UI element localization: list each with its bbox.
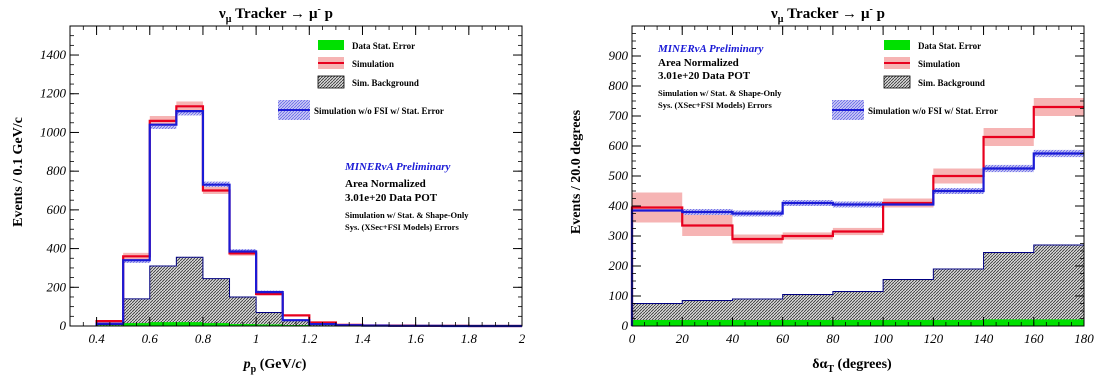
y-tick-label: 900 [609, 48, 629, 63]
background-histogram [631, 244, 1085, 326]
legend-label-data-stat-error: Data Stat. Error [352, 41, 415, 51]
annotations: MINERνA Preliminary Area Normalized 3.01… [344, 161, 469, 232]
background-bar [229, 296, 257, 326]
y-tick-label: 200 [47, 279, 67, 294]
y-tick-label: 600 [47, 202, 67, 217]
x-tick-label: 160 [1024, 331, 1044, 346]
chart-title: νμ Tracker → μ- p [770, 4, 885, 25]
axes-frame [69, 25, 523, 327]
annotation-sys-line1: Simulation w/ Stat. & Shape-Only [658, 88, 782, 98]
x-tick-label: 100 [873, 331, 893, 346]
y-tick-label: 0 [60, 318, 67, 333]
annotation-area-normalized: Area Normalized [345, 178, 426, 190]
y-tick-label: 0 [622, 318, 629, 333]
legend-label-simulation: Simulation [352, 59, 394, 69]
y-tick-label: 1000 [40, 124, 67, 139]
annotation-sys-line1: Simulation w/ Stat. & Shape-Only [345, 210, 469, 220]
annotation-pot: 3.01e+20 Data POT [345, 192, 438, 204]
y-tick-label: 400 [609, 198, 629, 213]
y-tick-label: 400 [47, 241, 67, 256]
y-tick-label: 300 [608, 228, 629, 243]
y-tick-label: 200 [609, 258, 629, 273]
annotation-preliminary: MINERνA Preliminary [657, 43, 764, 55]
plot-area: 0.4 0.6 0.8 1 1.2 1.4 1.6 1.8 2 0 200 400 600 800 1000… [40, 25, 526, 346]
legend-label-simulation: Simulation [918, 59, 960, 69]
x-tick-label: 180 [1074, 331, 1094, 346]
x-tick-label: 0.6 [142, 331, 159, 346]
plot-area: 0 20 40 60 80 100 120 140 160 180 0 100 200 300 400 500… [608, 25, 1094, 346]
y-tick-label: 1200 [40, 86, 67, 101]
x-tick-label: 120 [924, 331, 944, 346]
y-tick-label: 1400 [40, 47, 67, 62]
legend-label-data-stat-error: Data Stat. Error [918, 41, 981, 51]
x-tick-label: 1 [253, 331, 260, 346]
legend-label-no-fsi: Simulation w/o FSI w/ Stat. Error [314, 106, 444, 116]
background-bar [1033, 245, 1084, 326]
y-axis-label: Events / 0.1 GeV/c [11, 117, 26, 227]
y-tick-label: 600 [609, 138, 629, 153]
background-bar [176, 257, 203, 326]
chart-title: νμ Tracker → μ- p [218, 4, 333, 25]
x-tick-label: 1.2 [301, 331, 318, 346]
x-tick-label: 80 [826, 331, 840, 346]
y-tick-label: 800 [609, 78, 629, 93]
y-tick-label: 800 [47, 163, 67, 178]
legend: Data Stat. Error Simulation Sim. Backgro… [278, 40, 444, 120]
background-bar [983, 252, 1034, 326]
legend-label-no-fsi: Simulation w/o FSI w/ Stat. Error [868, 106, 998, 116]
x-tick-label: 0.4 [88, 331, 105, 346]
background-bar [202, 278, 230, 326]
simulation-line [630, 105, 1084, 326]
x-tick-label: 140 [974, 331, 994, 346]
y-tick-label: 100 [609, 288, 629, 303]
x-tick-label: 40 [726, 331, 740, 346]
legend-swatch-background [317, 75, 345, 89]
background-bar [256, 312, 283, 326]
background-bar [933, 269, 984, 326]
chart-left: νμ Tracker → μ- p 0.4 0.6 0.8 1 1.2 1.4 1.6 1.8 2… [11, 4, 526, 375]
x-axis-label: δαT (degrees) [812, 357, 892, 375]
x-tick-label: 20 [676, 331, 690, 346]
x-tick-label: 0.8 [195, 331, 212, 346]
no-fsi-line [630, 152, 1084, 326]
legend-label-background: Sim. Background [918, 78, 985, 88]
axis-ticks: 0.4 0.6 0.8 1 1.2 1.4 1.6 1.8 2 0 200 400 600 800 1000… [40, 25, 526, 346]
background-bar [149, 266, 177, 326]
background-bar [883, 279, 934, 326]
annotation-pot: 3.01e+20 Data POT [658, 70, 751, 82]
x-tick-label: 1.6 [408, 331, 425, 346]
chart-right: νμ Tracker → μ- p 0 20 40 60 80 100 120 140 160 18… [569, 4, 1094, 375]
annotation-sys-line2: Sys. (XSec+FSI Models) Errors [345, 222, 459, 232]
x-tick-label: 1.4 [354, 331, 371, 346]
x-tick-label: 1.8 [461, 331, 478, 346]
y-tick-label: 500 [609, 168, 629, 183]
legend-swatch-data-stat-error [318, 40, 344, 50]
annotation-sys-line2: Sys. (XSec+FSI Models) Errors [658, 100, 772, 110]
x-tick-label: 2 [519, 331, 526, 346]
plot-frame [69, 25, 523, 327]
axis-ticks: 0 20 40 60 80 100 120 140 160 180 0 100 200 300 400 500… [608, 25, 1094, 346]
legend-swatch-background [883, 75, 911, 89]
legend-label-background: Sim. Background [352, 78, 419, 88]
annotation-area-normalized: Area Normalized [658, 57, 739, 69]
background-bar [123, 298, 150, 326]
y-tick-label: 700 [609, 108, 629, 123]
legend-swatch-data-stat-error [884, 40, 910, 50]
legend: Data Stat. Error Simulation Sim. Backgro… [832, 40, 998, 120]
annotation-preliminary: MINERνA Preliminary [344, 161, 451, 173]
annotations: MINERνA Preliminary Area Normalized 3.01… [657, 43, 782, 110]
x-tick-label: 0 [629, 331, 636, 346]
simulation-lines [630, 105, 1084, 326]
x-axis-label: pp (GeV/c) [243, 357, 307, 375]
x-tick-label: 60 [776, 331, 790, 346]
background-outline [631, 244, 1085, 326]
y-axis-label: Events / 20.0 degrees [569, 109, 584, 234]
